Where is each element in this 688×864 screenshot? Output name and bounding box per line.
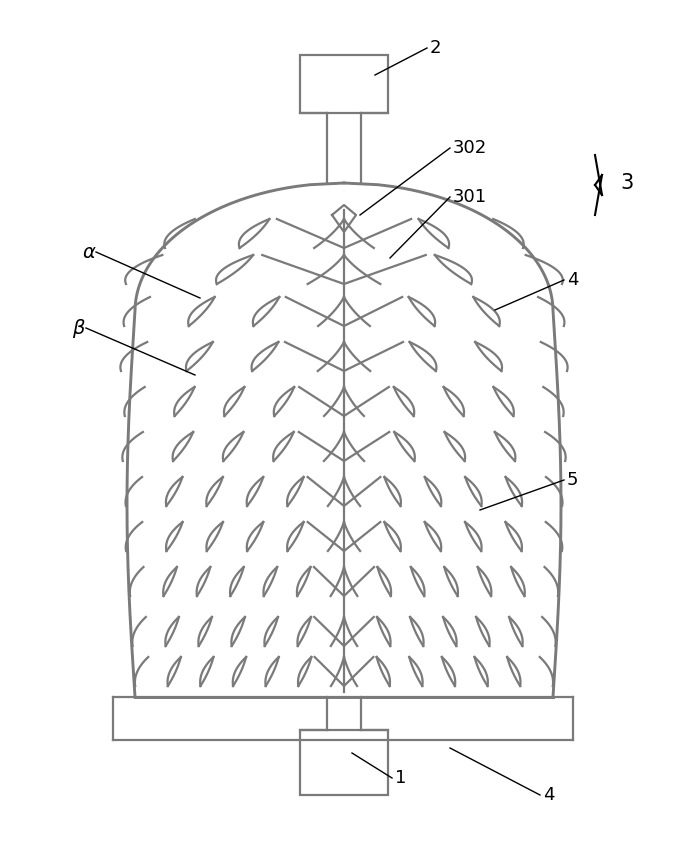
Text: 4: 4 xyxy=(543,786,555,804)
Bar xyxy=(300,730,388,795)
Bar xyxy=(300,55,388,113)
Text: 302: 302 xyxy=(453,139,487,157)
Text: 2: 2 xyxy=(430,39,442,57)
Text: 4: 4 xyxy=(567,271,579,289)
Text: α: α xyxy=(82,243,95,262)
Text: 3: 3 xyxy=(620,173,633,193)
Text: 301: 301 xyxy=(453,188,487,206)
Text: 5: 5 xyxy=(567,471,579,489)
Text: 1: 1 xyxy=(395,769,407,787)
Text: β: β xyxy=(72,319,85,338)
